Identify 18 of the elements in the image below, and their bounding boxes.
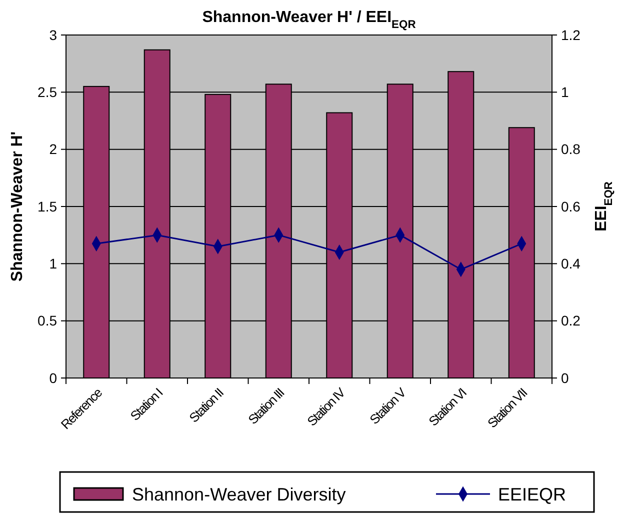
legend-label: Shannon-Weaver Diversity xyxy=(132,484,346,504)
y2-tick-label: 1.2 xyxy=(561,26,581,43)
y-tick-label: 0.5 xyxy=(38,312,58,329)
y2-tick-label: 0 xyxy=(561,370,569,386)
y-axis-title: Shannon-Weaver H' xyxy=(9,131,26,282)
y-tick-label: 0 xyxy=(49,370,58,386)
y-tick-label: 1 xyxy=(49,256,58,272)
y-tick-label: 2 xyxy=(49,141,58,158)
y-tick-label: 2.5 xyxy=(38,84,58,100)
y-tick-label: 3 xyxy=(49,26,58,43)
y2-tick-label: 1 xyxy=(561,84,569,100)
y2-tick-label: 0.8 xyxy=(561,141,581,158)
y2-tick-label: 0.6 xyxy=(561,198,581,214)
y2-tick-label: 0.2 xyxy=(561,312,581,329)
chart-title: Shannon-Weaver H' / EEI$_{EQR}$ xyxy=(202,9,416,31)
legend-label: EEIEQR xyxy=(498,484,566,504)
y2-tick-label: 0.4 xyxy=(561,256,581,272)
y-tick-label: 1.5 xyxy=(38,198,58,214)
